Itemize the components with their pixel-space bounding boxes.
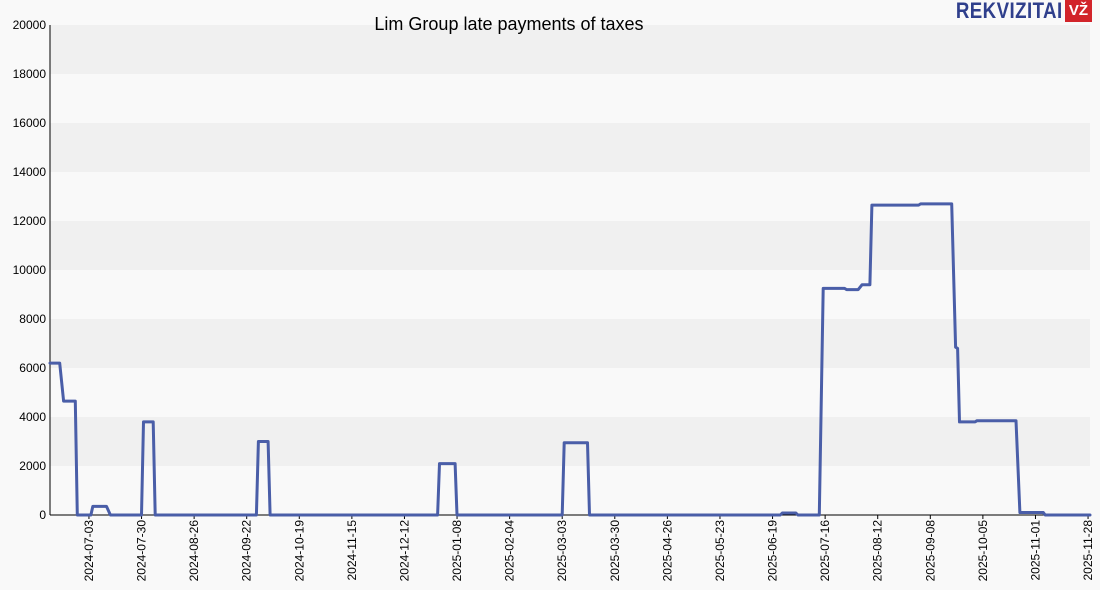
x-tick-label: 2025-10-05 xyxy=(976,520,990,582)
x-tick-label: 2024-07-03 xyxy=(82,520,96,582)
rekvizitai-logo[interactable]: REKVIZITAI VŽ xyxy=(937,0,1092,22)
x-tick-label: 2025-06-19 xyxy=(766,520,780,582)
y-tick-label: 0 xyxy=(39,508,46,522)
y-tick-label: 8000 xyxy=(19,312,46,326)
y-tick-label: 4000 xyxy=(19,410,46,424)
x-axis-ticks: 2024-07-03 2024-07-30 2024-08-26 2024-09-22… xyxy=(82,515,1095,581)
grid-band xyxy=(50,25,1090,74)
x-tick-label: 2025-02-04 xyxy=(503,520,517,582)
y-tick-label: 18000 xyxy=(13,67,47,81)
x-tick-label: 2025-08-12 xyxy=(871,520,885,582)
grid-band xyxy=(50,368,1090,417)
x-tick-label: 2024-11-15 xyxy=(345,520,359,581)
x-tick-label: 2024-10-19 xyxy=(292,520,306,582)
x-tick-label: 2025-04-26 xyxy=(660,520,674,582)
y-tick-label: 10000 xyxy=(13,263,47,277)
x-tick-label: 2024-09-22 xyxy=(240,520,254,582)
y-tick-label: 16000 xyxy=(13,116,47,130)
grid-bands xyxy=(49,25,1090,516)
x-tick-label: 2025-07-16 xyxy=(818,520,832,582)
grid-band xyxy=(50,221,1090,270)
logo-badge: VŽ xyxy=(1064,0,1092,22)
y-tick-label: 6000 xyxy=(19,361,46,375)
x-tick-label: 2024-07-30 xyxy=(135,520,149,582)
grid-band xyxy=(50,74,1090,123)
y-tick-label: 20000 xyxy=(13,18,47,32)
y-axis-ticks: 0 2000 4000 6000 8000 10000 12000 14000 16000 180… xyxy=(13,18,47,522)
grid-band xyxy=(50,319,1090,368)
x-tick-label: 2025-09-08 xyxy=(923,520,937,582)
series-group xyxy=(48,202,1092,517)
y-tick-label: 12000 xyxy=(13,214,47,228)
chart-title: Lim Group late payments of taxes xyxy=(374,14,643,34)
x-tick-label: 2025-11-01 xyxy=(1028,520,1042,581)
x-tick-label: 2024-08-26 xyxy=(187,520,201,582)
grid-band xyxy=(50,270,1090,319)
grid-band xyxy=(50,123,1090,172)
x-tick-label: 2024-12-12 xyxy=(397,520,411,582)
y-tick-label: 2000 xyxy=(19,459,46,473)
grid-band xyxy=(50,466,1090,515)
logo-text: REKVIZITAI xyxy=(956,0,1063,23)
x-tick-label: 2025-11-28 xyxy=(1081,520,1095,581)
x-tick-label: 2025-05-23 xyxy=(713,520,727,582)
series-line xyxy=(48,202,1092,517)
x-tick-label: 2025-01-08 xyxy=(450,520,464,582)
x-tick-label: 2025-03-30 xyxy=(608,520,622,582)
grid-band xyxy=(50,172,1090,221)
y-tick-label: 14000 xyxy=(13,165,47,179)
x-tick-label: 2025-03-03 xyxy=(555,520,569,582)
